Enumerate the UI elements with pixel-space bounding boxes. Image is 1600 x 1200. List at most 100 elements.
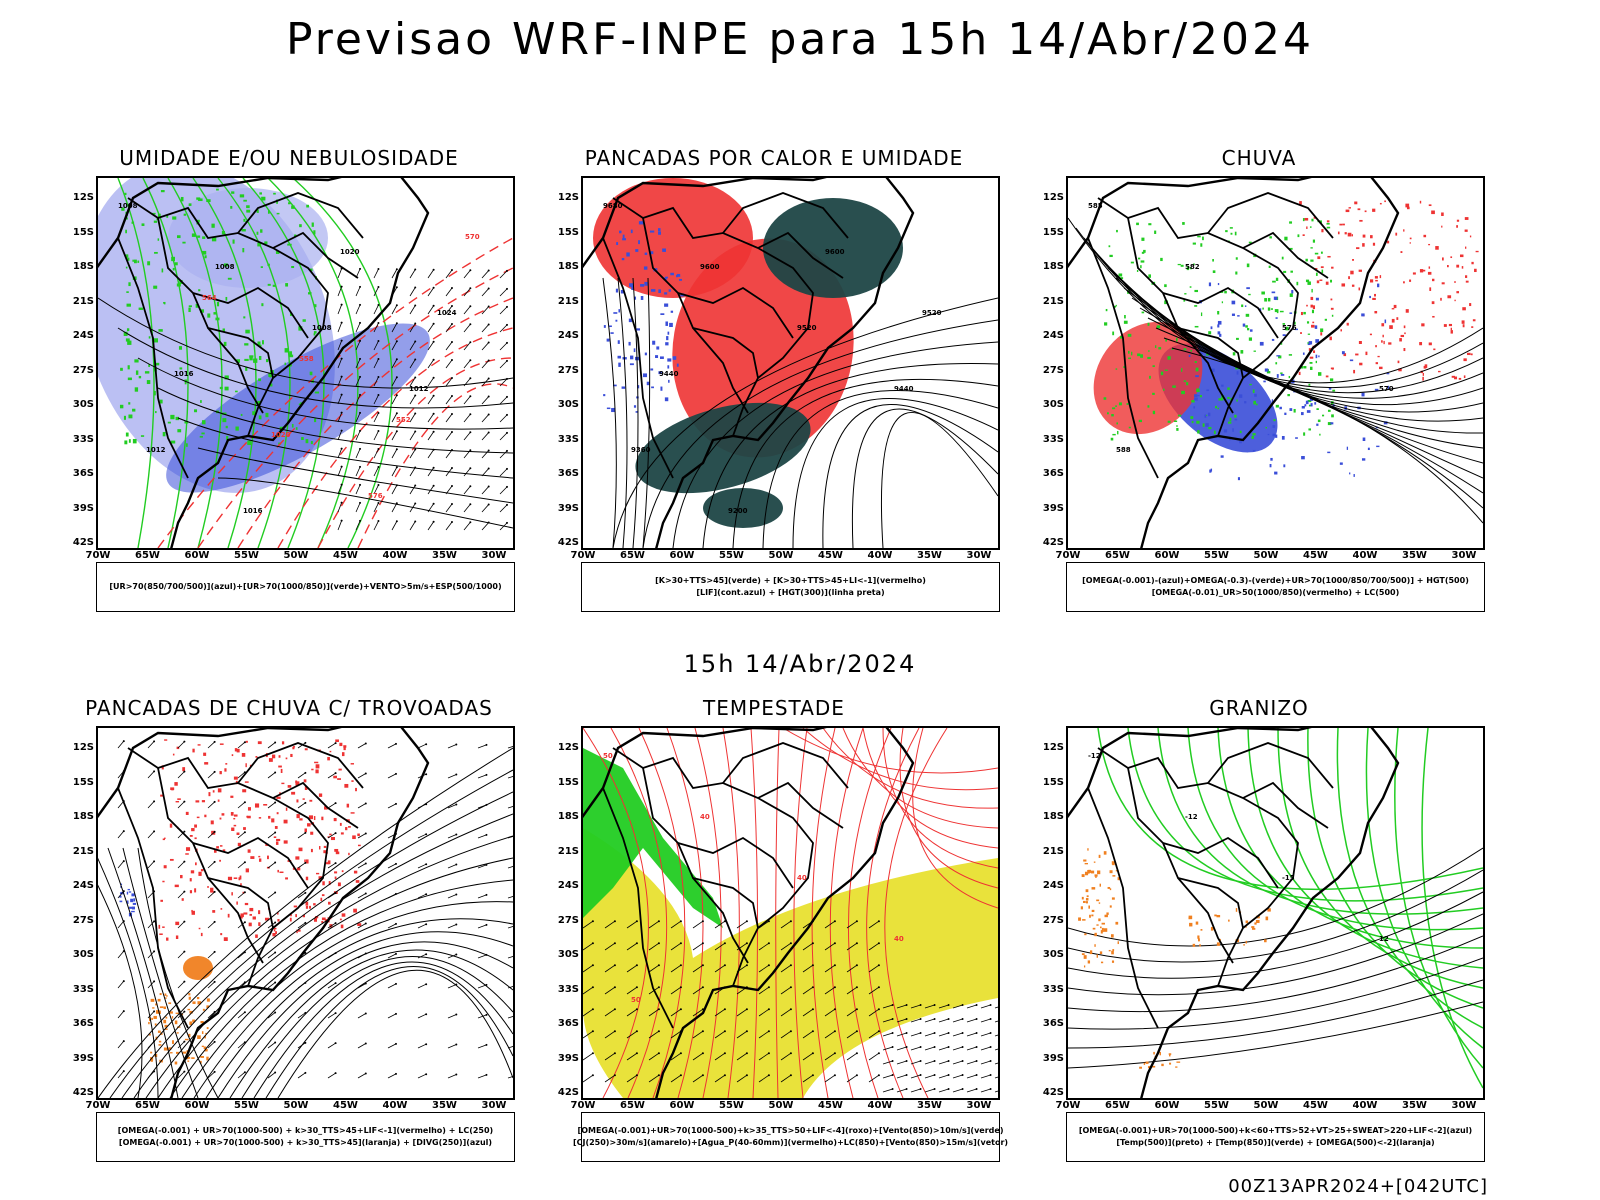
lon-label: 60W <box>1154 1100 1180 1111</box>
panel-umidade: UMIDADE E/OU NEBULOSIDADE 12S 15S 18S 21S 24S… <box>54 146 524 626</box>
contour-label: 9520 <box>922 309 942 317</box>
lon-label: 30W <box>966 550 992 561</box>
lat-label: 24S <box>557 880 579 891</box>
lat-label: 12S <box>72 192 94 203</box>
lat-label: 36S <box>557 468 579 479</box>
lat-label: 33S <box>1042 983 1064 995</box>
lat-label: 27S <box>557 914 579 926</box>
contour-label: 9440 <box>659 370 679 378</box>
lat-label: 30S <box>1042 949 1064 960</box>
lat-label: 39S <box>557 502 579 514</box>
lon-label: 45W <box>333 1100 358 1111</box>
lon-label: 35W <box>917 1100 942 1111</box>
contour-label: 1020 <box>340 248 360 256</box>
lon-label: 30W <box>966 1100 992 1111</box>
lat-label: 12S <box>557 192 579 203</box>
map-frame <box>96 726 515 1100</box>
lat-label: 15S <box>72 226 94 238</box>
contour-label: 558 <box>299 355 314 363</box>
lon-label: 55W <box>234 1100 259 1111</box>
lon-label: 65W <box>620 550 645 561</box>
lon-label: 30W <box>481 1100 507 1111</box>
lon-label: 60W <box>669 1100 695 1111</box>
contour-label: 9600 <box>825 248 845 256</box>
contour-label: 1024 <box>437 309 457 317</box>
lon-label: 60W <box>184 550 210 561</box>
lat-label: 15S <box>72 776 94 788</box>
contour-label: 40 <box>797 874 807 882</box>
lat-label: 39S <box>72 1052 94 1064</box>
lat-label: 21S <box>557 845 579 857</box>
contour-label: 576 <box>1282 324 1297 332</box>
lat-label: 12S <box>1042 192 1064 203</box>
lon-label: 65W <box>135 1100 160 1111</box>
legend-box: [OMEGA(-0.001)+UR>70(1000-500)+k>35_TTS>… <box>573 1112 1008 1162</box>
lat-label: 42S <box>1042 537 1064 548</box>
lon-label: 60W <box>1154 550 1180 561</box>
map-canvas <box>98 728 513 1098</box>
lon-label: 70W <box>570 550 596 561</box>
lat-label: 27S <box>557 364 579 376</box>
lat-label: 36S <box>1042 468 1064 479</box>
lat-label: 36S <box>72 1018 94 1029</box>
lon-label: 55W <box>1204 1100 1229 1111</box>
lat-label: 30S <box>72 399 94 410</box>
lon-label: 65W <box>1105 550 1130 561</box>
lat-label: 30S <box>557 949 579 960</box>
lon-label: 35W <box>1402 1100 1427 1111</box>
lon-label: 35W <box>1402 550 1427 561</box>
lat-label: 36S <box>557 1018 579 1029</box>
lon-label: 55W <box>234 550 259 561</box>
contour-label: 1016 <box>243 507 263 515</box>
map-frame: -12 -12 -15 12 <box>1066 726 1485 1100</box>
map-frame: 1008 1008 1008 1012 1012 1016 1020 1024 1016 1020… <box>96 176 515 550</box>
panel-title: CHUVA <box>1221 146 1297 170</box>
panel-title: TEMPESTADE <box>703 696 845 720</box>
legend-line: [OMEGA(-0.01)_UR>50(1000/850)(vermelho) … <box>1151 588 1400 597</box>
lon-label: 50W <box>283 1100 309 1111</box>
lat-label: 33S <box>72 983 94 995</box>
panel-chuva: CHUVA 12S 15S 18S 21S 24S 27S 30S 33S 36S 39S 42S 70… <box>1024 146 1494 626</box>
panel-trovoadas: PANCADAS DE CHUVA C/ TROVOADAS 12S 15S 18S 2… <box>54 696 524 1176</box>
contour-label: 564 <box>202 294 217 302</box>
contour-label: 1016 <box>174 370 194 378</box>
contour-label: 1012 <box>146 446 166 454</box>
contour-label: 1008 <box>215 263 235 271</box>
legend-line: [CJ(250)>30m/s](amarelo)+[Agua_P(40-60mm… <box>572 1138 1009 1147</box>
contour-label: 9680 <box>603 202 623 210</box>
legend-line: [OMEGA(-0.001)+UR>70(1000-500)+k<60+TTS>… <box>1078 1126 1473 1135</box>
lat-label: 21S <box>557 295 579 307</box>
lat-label: 24S <box>1042 330 1064 341</box>
lat-label: 36S <box>1042 1018 1064 1029</box>
lat-label: 39S <box>72 502 94 514</box>
lat-label: 42S <box>557 537 579 548</box>
lat-label: 24S <box>1042 880 1064 891</box>
contour-label: 9360 <box>631 446 651 454</box>
lat-label: 30S <box>72 949 94 960</box>
lon-label: 50W <box>1253 550 1279 561</box>
lat-label: 36S <box>72 468 94 479</box>
lon-label: 40W <box>382 550 408 561</box>
map-canvas: 1008 1008 1008 1012 1012 1016 1020 1024 1016 1020… <box>98 178 513 548</box>
lon-label: 70W <box>85 550 111 561</box>
legend-box: [UR>70(850/700/500)](azul)+[UR>70(1000/8… <box>96 562 515 612</box>
lat-label: 21S <box>1042 295 1064 307</box>
lat-label: 24S <box>72 330 94 341</box>
map-canvas: 585 582 576 570 588 <box>1068 178 1483 548</box>
lat-label: 39S <box>1042 1052 1064 1064</box>
lon-label: 45W <box>818 1100 843 1111</box>
lon-label: 65W <box>135 550 160 561</box>
legend-line: [OMEGA(-0.001)+UR>70(1000-500)+k>35_TTS>… <box>577 1126 1004 1135</box>
panel-pancadas-calor: PANCADAS POR CALOR E UMIDADE 12S 15S 18S 21S… <box>539 146 1009 626</box>
contour-label: 552 <box>396 416 411 424</box>
legend-line: [OMEGA(-0.001) + UR>70(1000-500) + k>30_… <box>117 1126 494 1135</box>
lon-label: 35W <box>432 550 457 561</box>
lon-label: 40W <box>867 1100 893 1111</box>
lat-label: 12S <box>1042 742 1064 753</box>
lon-label: 60W <box>184 1100 210 1111</box>
lon-label: 50W <box>283 550 309 561</box>
legend-line: [OMEGA(-0.001) + UR>70(1000-500) + k>30_… <box>118 1138 493 1147</box>
contour-label: 1008 <box>312 324 332 332</box>
lon-label: 45W <box>333 550 358 561</box>
map-canvas: 9680 9600 9520 9440 9360 9200 9600 9520 9440 <box>583 178 998 548</box>
